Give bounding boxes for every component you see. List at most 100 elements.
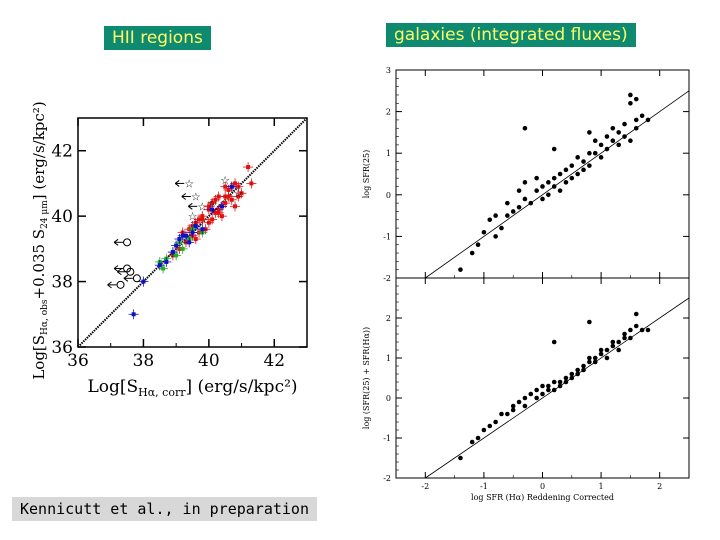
sfr-total-data-point [522, 395, 528, 401]
sfr-total-data-point [557, 383, 563, 389]
circle-marker [123, 274, 141, 283]
sfr-total-data-point [563, 375, 569, 381]
star-marker: ☆ [233, 187, 243, 200]
sfr-total-data-point [487, 423, 493, 429]
sfr-total-x-tick-label: 1 [599, 482, 604, 491]
sfr-total-data-point [610, 343, 616, 349]
sfr25-data-point [598, 142, 604, 148]
sfr25-data-point [557, 171, 563, 177]
sfr-total-data-point [475, 435, 481, 441]
marker [210, 217, 215, 222]
sfr-total-data-point [598, 347, 604, 353]
blue-data-point [138, 276, 149, 287]
marker [161, 266, 166, 271]
blue-data-point [207, 204, 218, 215]
sfr25-data-point [546, 192, 551, 198]
marker [210, 207, 215, 212]
sfr25-data-point [569, 163, 575, 168]
sfr-total-data-point [610, 339, 616, 345]
star-glyph: ☆ [233, 187, 243, 200]
blue-data-point [161, 256, 172, 267]
marker [223, 201, 228, 206]
marker [213, 210, 218, 215]
sfr-total-data-point [581, 367, 586, 373]
sfr25-data-point [633, 117, 639, 123]
sfr25-data-point [534, 175, 539, 181]
marker [206, 220, 211, 225]
sfr25-data-point [493, 213, 498, 218]
sfr-total-x-tick-label: 2 [657, 482, 662, 491]
sfr25-data-point [458, 267, 463, 272]
sfr-total-y-tick-label: 1 [386, 354, 391, 363]
sfr-total-y-tick-label: 0 [386, 394, 391, 403]
marker [233, 204, 238, 209]
sfr-total-plot-frame [395, 277, 690, 479]
sfr-total-data-point [534, 387, 539, 393]
sfr-total-data-point [551, 387, 557, 393]
hii-y-axis-label: Log[SHα, obs+0.035 S24 μm] (erg/s/kpc²) [30, 101, 50, 379]
arrow-head [113, 265, 119, 272]
sfr25-data-point [493, 234, 498, 239]
sfr25-y-tick-label: 1 [386, 149, 391, 158]
arrow-head [113, 238, 119, 246]
sfr25-y-axis-label: log SFR(25) [362, 150, 371, 199]
marker [246, 165, 251, 170]
star-glyph: ☆ [207, 197, 217, 210]
star-marker: ☆ [181, 191, 201, 204]
sfr25-data-point [633, 125, 639, 131]
sfr25-data-point [563, 167, 569, 173]
sfr-total-data-point [592, 355, 598, 361]
star-glyph: ☆ [188, 210, 198, 223]
sfr-total-data-point [587, 355, 592, 361]
marker [193, 223, 198, 228]
sfr-total-data-point [616, 347, 621, 353]
sfr25-one-to-one-line [425, 90, 690, 279]
sfr-total-data-point [628, 327, 633, 333]
sfr25-y-tick-label: -1 [383, 232, 391, 241]
hii-x-tick-label: 42 [263, 351, 285, 371]
sfr-total-data-point [458, 455, 463, 461]
hii-x-tick-label: 40 [198, 351, 220, 371]
marker [219, 204, 224, 209]
marker [197, 217, 202, 222]
sfr-total-data-point [622, 331, 627, 337]
sfr-total-data-point [645, 327, 651, 333]
sfr25-data-point [587, 130, 592, 135]
sfr-total-y-tick-label: 2 [386, 314, 391, 323]
sfr25-data-point [540, 184, 545, 189]
sfr25-y-tick-label: 3 [386, 66, 391, 75]
sfr25-data-point [575, 155, 580, 160]
sfr-total-data-point [557, 379, 563, 385]
sfr25-data-point [551, 184, 557, 189]
sfr-total-data-point [592, 359, 598, 365]
marker [164, 259, 169, 264]
sfr25-data-point [592, 150, 598, 156]
star-glyph: ☆ [191, 191, 201, 204]
star-glyph: ☆ [197, 200, 207, 213]
sfr25-data-point [628, 100, 633, 106]
hii-x-tick-label: 38 [133, 351, 155, 371]
marker [141, 279, 146, 284]
sfr25-data-point [528, 200, 534, 206]
blue-data-point [167, 247, 178, 258]
sfr25-data-point [510, 209, 516, 214]
sfr-total-x-tick-label: -1 [480, 482, 488, 491]
marker [200, 227, 205, 232]
star-marker: ☆ [188, 210, 198, 223]
star-marker: ☆ [188, 200, 207, 213]
credit-label: Kennicutt et al., in preparation [12, 497, 317, 521]
sfr-total-data-point [481, 427, 487, 433]
red-data-point [246, 178, 257, 189]
sfr-total-data-point [546, 383, 551, 389]
sfr25-data-point [505, 213, 510, 218]
star-marker: ☆ [220, 174, 230, 187]
galaxies-label: galaxies (integrated fluxes) [386, 23, 636, 47]
red-data-point [233, 191, 244, 202]
arrow-head [107, 281, 112, 289]
sfr-total-data-point [622, 335, 627, 341]
sfr-total-data-point [575, 367, 580, 373]
sfr-total-data-point [563, 379, 569, 385]
blue-data-point [154, 260, 165, 271]
blue-data-point [216, 201, 227, 212]
hii-y-tick-label: 38 [51, 273, 73, 293]
